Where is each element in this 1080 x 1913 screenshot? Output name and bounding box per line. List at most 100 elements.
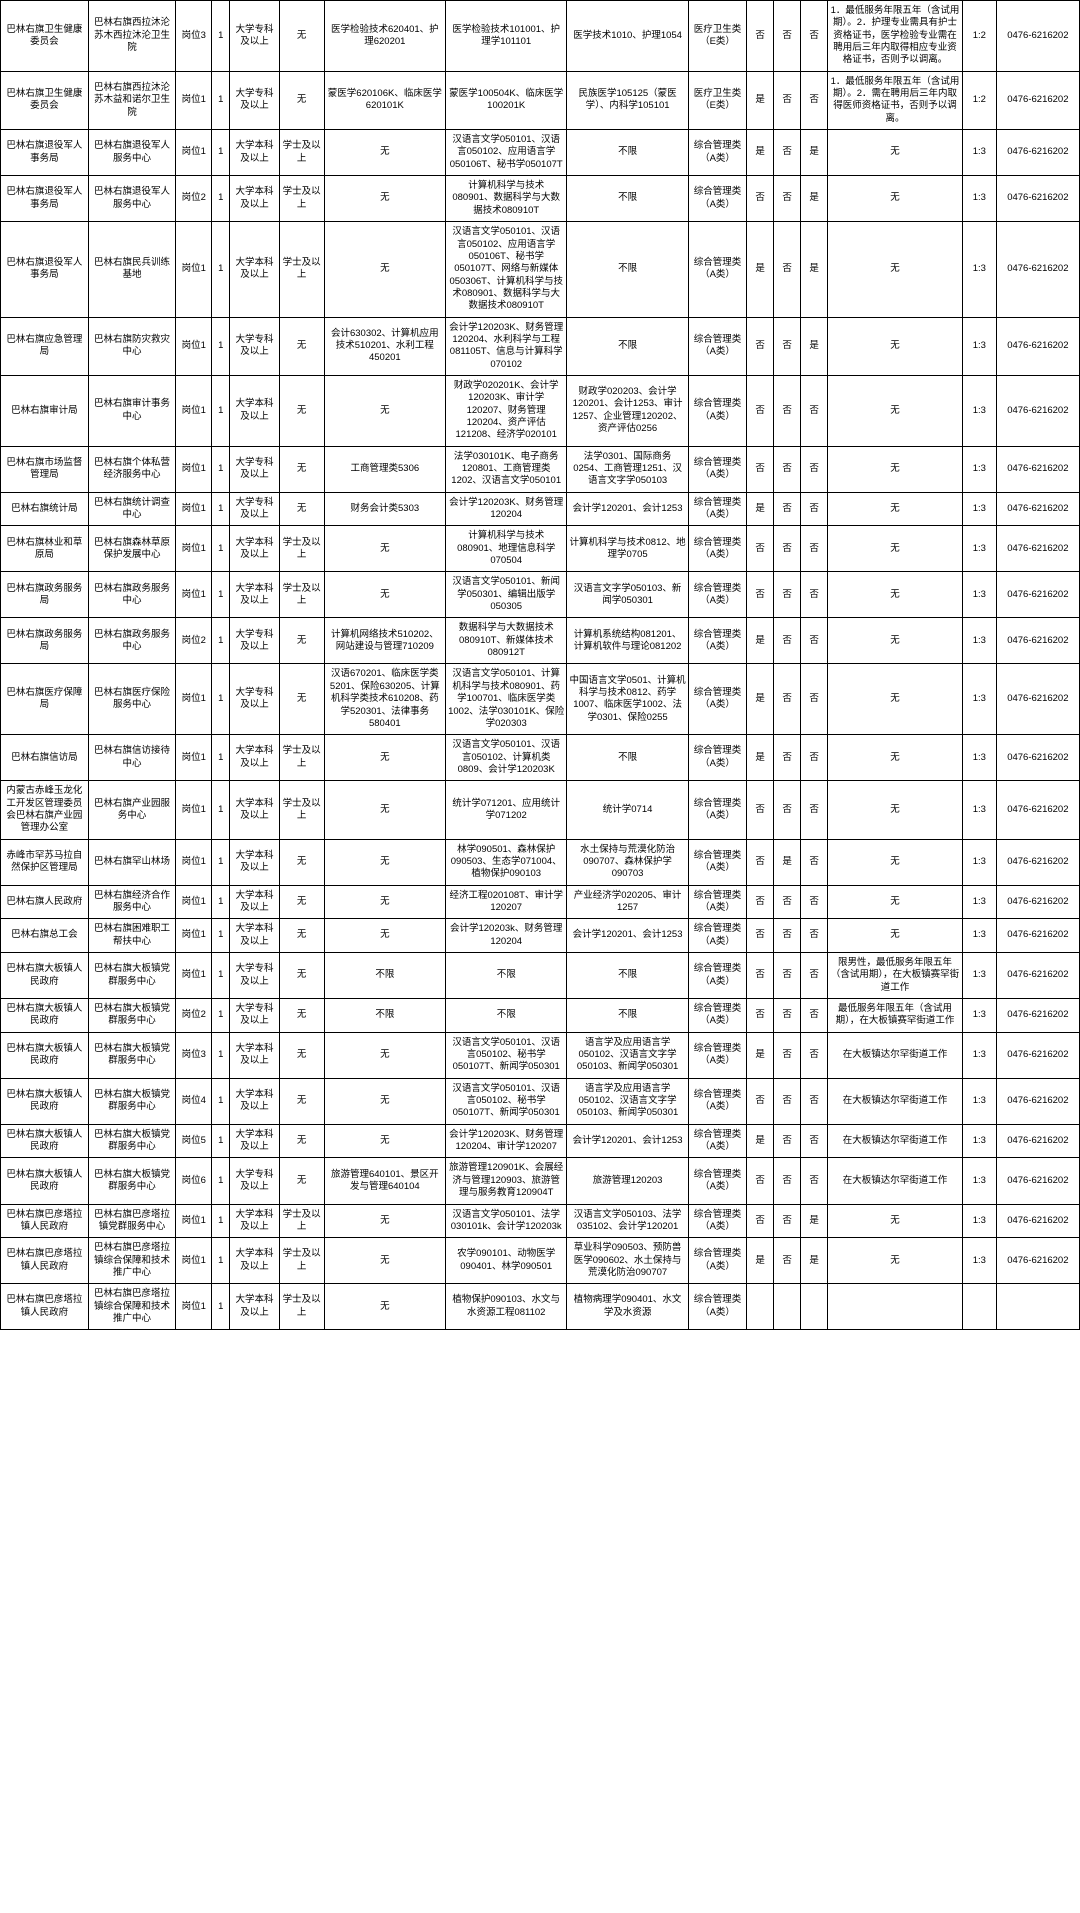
cell: 大学专科及以上: [230, 999, 279, 1033]
cell: 1:3: [962, 222, 996, 317]
cell: 财政学020203、会计学120201、会计1253、审计1257、企业管理12…: [567, 375, 688, 446]
cell: 巴林右旗大板镇人民政府: [1, 953, 89, 999]
cell: 巴林右旗审计局: [1, 375, 89, 446]
cell: [801, 1284, 828, 1330]
cell: 统计学0714: [567, 781, 688, 839]
cell: 大学本科及以上: [230, 1078, 279, 1124]
cell: 综合管理类（A类）: [688, 1032, 746, 1078]
cell: 大学专科及以上: [230, 317, 279, 375]
cell: 否: [774, 664, 801, 735]
cell: 否: [747, 526, 774, 572]
cell: 计算机科学与技术0812、地理学0705: [567, 526, 688, 572]
table-row: 巴林右旗大板镇人民政府巴林右旗大板镇党群服务中心岗位11大学专科及以上无不限不限…: [1, 953, 1080, 999]
cell: 汉语言文学050101、汉语言050102、秘书学050107T、新闻学0503…: [446, 1032, 567, 1078]
table-row: 巴林右旗大板镇人民政府巴林右旗大板镇党群服务中心岗位61大学专科及以上无旅游管理…: [1, 1158, 1080, 1204]
cell: 汉语言文学050101、法学030101k、会计学120203k: [446, 1204, 567, 1238]
cell: 1: [212, 1158, 230, 1204]
cell: 无: [279, 492, 324, 526]
cell: 否: [747, 1078, 774, 1124]
cell: 是: [801, 317, 828, 375]
cell: 巴林右旗困难职工帮扶中心: [88, 919, 176, 953]
cell: 法学030101K、电子商务120801、工商管理类1202、汉语言文学0501…: [446, 446, 567, 492]
cell: 否: [801, 664, 828, 735]
cell: 岗位1: [176, 919, 212, 953]
cell: 农学090101、动物医学090401、林学090501: [446, 1238, 567, 1284]
cell: 1: [212, 1124, 230, 1158]
cell: 巴林右旗退役军人事务局: [1, 130, 89, 176]
cell: 大学专科及以上: [230, 618, 279, 664]
cell: 0476-6216202: [996, 71, 1079, 129]
cell: 是: [801, 222, 828, 317]
table-row: 巴林右旗应急管理局巴林右旗防灾救灾中心岗位11大学专科及以上无会计630302、…: [1, 317, 1080, 375]
cell: 计算机网络技术510202、网站建设与管理710209: [324, 618, 445, 664]
cell: 无: [828, 1238, 963, 1284]
cell: 巴林右旗大板镇党群服务中心: [88, 953, 176, 999]
cell: 1:3: [962, 618, 996, 664]
cell: 1:3: [962, 317, 996, 375]
cell: 1: [212, 885, 230, 919]
table-row: 赤峰市罕苏马拉自然保护区管理局巴林右旗罕山林场岗位11大学本科及以上无无林学09…: [1, 839, 1080, 885]
cell: 无: [324, 919, 445, 953]
cell: 大学本科及以上: [230, 839, 279, 885]
cell: 否: [801, 735, 828, 781]
cell: 1:2: [962, 71, 996, 129]
table-row: 内蒙古赤峰玉龙化工开发区管理委员会巴林右旗产业园管理办公室巴林右旗产业园服务中心…: [1, 781, 1080, 839]
cell: 否: [801, 572, 828, 618]
cell: 语言学及应用语言学050102、汉语言文字学050103、新闻学050301: [567, 1078, 688, 1124]
cell: 巴林右旗大板镇人民政府: [1, 999, 89, 1033]
cell: 0476-6216202: [996, 1, 1079, 72]
cell: 大学本科及以上: [230, 572, 279, 618]
cell: 岗位1: [176, 735, 212, 781]
cell: 否: [774, 317, 801, 375]
cell: 1:3: [962, 999, 996, 1033]
cell: 植物保护090103、水文与水资源工程081102: [446, 1284, 567, 1330]
cell: 不限: [567, 130, 688, 176]
cell: 巴林右旗大板镇党群服务中心: [88, 1124, 176, 1158]
cell: 医疗卫生类（E类）: [688, 71, 746, 129]
cell: 无: [324, 176, 445, 222]
cell: 在大板镇达尔罕街道工作: [828, 1078, 963, 1124]
cell: 否: [774, 618, 801, 664]
cell: 学士及以上: [279, 526, 324, 572]
cell: 大学本科及以上: [230, 176, 279, 222]
cell: 是: [747, 1238, 774, 1284]
table-row: 巴林右旗政务服务局巴林右旗政务服务中心岗位21大学专科及以上无计算机网络技术51…: [1, 618, 1080, 664]
table-row: 巴林右旗大板镇人民政府巴林右旗大板镇党群服务中心岗位41大学本科及以上无无汉语言…: [1, 1078, 1080, 1124]
cell: 无: [279, 1078, 324, 1124]
cell: 无: [324, 1078, 445, 1124]
cell: 学士及以上: [279, 222, 324, 317]
cell: 1: [212, 375, 230, 446]
cell: 0476-6216202: [996, 953, 1079, 999]
cell: 综合管理类（A类）: [688, 1158, 746, 1204]
cell: 1:3: [962, 492, 996, 526]
table-row: 巴林右旗市场监督管理局巴林右旗个体私营经济服务中心岗位11大学专科及以上无工商管…: [1, 446, 1080, 492]
cell: 汉语言文学050101、汉语言050102、应用语言学050106T、秘书学05…: [446, 130, 567, 176]
cell: 1: [212, 572, 230, 618]
cell: 巴林右旗罕山林场: [88, 839, 176, 885]
cell: 是: [801, 1204, 828, 1238]
cell: 否: [747, 446, 774, 492]
cell: 学士及以上: [279, 735, 324, 781]
cell: 岗位6: [176, 1158, 212, 1204]
cell: 是: [747, 664, 774, 735]
cell: 综合管理类（A类）: [688, 375, 746, 446]
cell: 学士及以上: [279, 130, 324, 176]
table-row: 巴林右旗退役军人事务局巴林右旗退役军人服务中心岗位11大学本科及以上学士及以上无…: [1, 130, 1080, 176]
cell: 不限: [567, 176, 688, 222]
cell: 否: [801, 1124, 828, 1158]
cell: 大学专科及以上: [230, 1, 279, 72]
cell: 巴林右旗大板镇人民政府: [1, 1078, 89, 1124]
cell: 否: [774, 1158, 801, 1204]
cell: 0476-6216202: [996, 375, 1079, 446]
cell: 否: [801, 446, 828, 492]
cell: 岗位1: [176, 317, 212, 375]
cell: 在大板镇达尔罕街道工作: [828, 1124, 963, 1158]
cell: 大学专科及以上: [230, 953, 279, 999]
cell: 否: [774, 572, 801, 618]
cell: 0476-6216202: [996, 1032, 1079, 1078]
cell: 巴林右旗卫生健康委员会: [1, 1, 89, 72]
cell: 汉语言文学050101、汉语言050102、应用语言学050106T、秘书学05…: [446, 222, 567, 317]
cell: 否: [801, 919, 828, 953]
cell: 大学本科及以上: [230, 222, 279, 317]
cell: 1．最低服务年限五年（含试用期）。2．需在聘用后三年内取得医师资格证书，否则予以…: [828, 71, 963, 129]
